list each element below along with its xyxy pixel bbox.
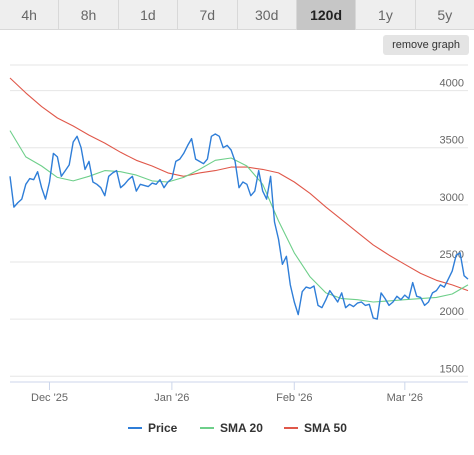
y-axis-labels: 1500 2000 2500 3000 3500 4000 bbox=[440, 78, 464, 376]
tab-4h[interactable]: 4h bbox=[0, 0, 60, 30]
series-line-sma-20[interactable] bbox=[9, 130, 469, 303]
y-tick-label: 4000 bbox=[440, 78, 464, 90]
x-axis: Dec '25 Jan '26 Feb '26 Mar '26 bbox=[10, 381, 468, 404]
y-tick-label: 2500 bbox=[440, 249, 464, 261]
chart-legend: Price SMA 20 SMA 50 bbox=[128, 421, 347, 435]
x-tick-label: Jan '26 bbox=[154, 392, 189, 404]
tab-5y[interactable]: 5y bbox=[437, 7, 453, 23]
x-tick-label: Mar '26 bbox=[387, 392, 423, 404]
remove-graph-button[interactable]: remove graph bbox=[383, 35, 469, 55]
time-range-tabs: 4h 8h 1d 7d 30d 120d 1y 5y bbox=[0, 0, 474, 30]
tab-30d[interactable]: 30d bbox=[238, 0, 297, 30]
y-tick-label: 2000 bbox=[440, 306, 464, 318]
price-chart: 1500 2000 2500 3000 3500 4000 Dec '25 Jan '26 F… bbox=[9, 64, 469, 435]
x-tick-label: Dec '25 bbox=[31, 392, 68, 404]
series-line-sma-50[interactable] bbox=[9, 77, 469, 292]
legend-item-price[interactable]: Price bbox=[148, 421, 178, 435]
chart-grid bbox=[10, 64, 468, 377]
y-tick-label: 1500 bbox=[440, 363, 464, 375]
y-tick-label: 3500 bbox=[440, 135, 464, 147]
legend-item-sma-20[interactable]: SMA 20 bbox=[220, 421, 263, 435]
tab-1y[interactable]: 1y bbox=[356, 0, 416, 30]
chart-series bbox=[9, 77, 469, 320]
tab-8h[interactable]: 8h bbox=[59, 0, 119, 30]
tab-1d[interactable]: 1d bbox=[119, 0, 179, 30]
tab-120d[interactable]: 120d bbox=[296, 0, 357, 30]
y-tick-label: 3000 bbox=[440, 192, 464, 204]
legend-item-sma-50[interactable]: SMA 50 bbox=[304, 421, 347, 435]
tab-7d[interactable]: 7d bbox=[178, 0, 238, 30]
series-line-price[interactable] bbox=[9, 133, 469, 320]
x-tick-label: Feb '26 bbox=[276, 392, 312, 404]
